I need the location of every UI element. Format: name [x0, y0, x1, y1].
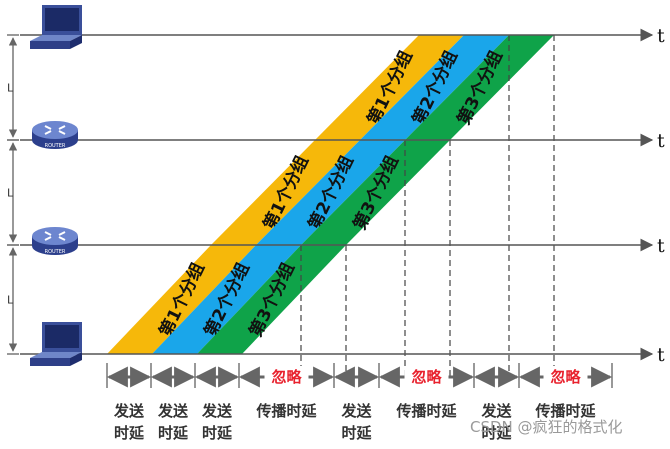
packet-1-hop-1 [107, 245, 256, 354]
packet-3-hop-1 [197, 245, 346, 354]
ignore-label: 忽略 [271, 368, 302, 386]
delay-label: 传播时延 [255, 402, 317, 420]
computer-icon [30, 322, 82, 366]
delay-label-line2: 时延 [158, 424, 189, 442]
ignore-label: 忽略 [550, 368, 581, 386]
link-length-markers: L L L [7, 34, 19, 355]
delay-label: 发送 [113, 402, 145, 420]
delay-label: 发送 [201, 402, 233, 420]
svg-text:ROUTER: ROUTER [45, 143, 66, 149]
link-length-label: L [7, 294, 14, 307]
packet-1-hop-2 [211, 140, 360, 245]
watermark: CSDN @疯狂的格式化 [470, 418, 623, 436]
time-axis-label: t [657, 25, 665, 47]
computer-icon [30, 5, 82, 49]
packet-2-hop-2 [256, 140, 405, 245]
time-axis-label: t [657, 130, 665, 152]
link-length-label: L [7, 187, 14, 200]
delay-label-line2: 时延 [341, 424, 372, 442]
time-axes: t t t t [20, 25, 665, 366]
time-axis-label: t [657, 235, 665, 257]
delay-label-line2: 时延 [202, 424, 233, 442]
router-icon: ROUTER [32, 227, 78, 255]
delay-label-line2: 时延 [114, 424, 145, 442]
svg-text:ROUTER: ROUTER [45, 249, 66, 255]
packet-2-hop-1 [152, 245, 301, 354]
packet-3-hop-2 [301, 140, 450, 245]
node-icons: ROUTER ROUTER [30, 5, 82, 366]
delay-label: 传播时延 [534, 402, 596, 420]
packet-3-hop-3 [405, 35, 554, 140]
packet-1-hop-3 [315, 35, 464, 140]
delay-label: 传播时延 [395, 402, 457, 420]
packet-2-hop-3 [360, 35, 509, 140]
router-icon: ROUTER [32, 121, 78, 149]
packet-bands: 第1个分组第2个分组第3个分组第1个分组第2个分组第3个分组第1个分组第2个分组… [107, 35, 554, 354]
delay-label: 发送 [157, 402, 189, 420]
link-length-label: L [7, 82, 14, 95]
dashed-guides [300, 35, 555, 380]
time-axis-label: t [657, 344, 665, 366]
ignore-label: 忽略 [411, 368, 442, 386]
delay-label-line2: 时延 [481, 424, 512, 442]
delay-label: 发送 [340, 402, 372, 420]
delay-label: 发送 [480, 402, 512, 420]
